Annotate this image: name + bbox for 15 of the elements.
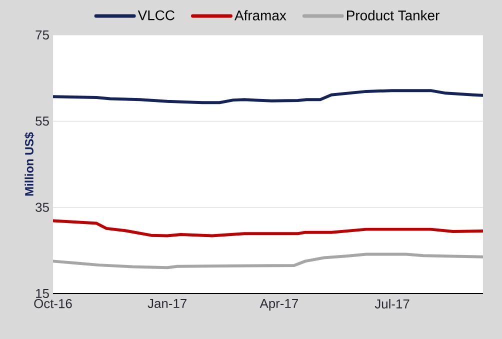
line-series	[53, 89, 484, 104]
y-tick-label: 55	[36, 116, 49, 126]
y-tick-label: 35	[36, 202, 49, 212]
legend-label: Product Tanker	[347, 10, 440, 20]
line-series	[53, 252, 484, 270]
x-tick-label: Apr-17	[260, 299, 298, 311]
y-tick-label: 15	[36, 288, 49, 298]
y-tick-label: 75	[36, 30, 49, 40]
x-tick-label: Jul-17	[374, 299, 410, 309]
x-tick-label: Oct-16	[34, 299, 72, 308]
legend-label: Aframax	[234, 10, 286, 20]
x-tick-label: Jan-17	[148, 299, 186, 308]
legend-label: VLCC	[138, 10, 174, 20]
y-axis-title: Million US$	[24, 132, 34, 196]
line-series	[53, 219, 484, 238]
